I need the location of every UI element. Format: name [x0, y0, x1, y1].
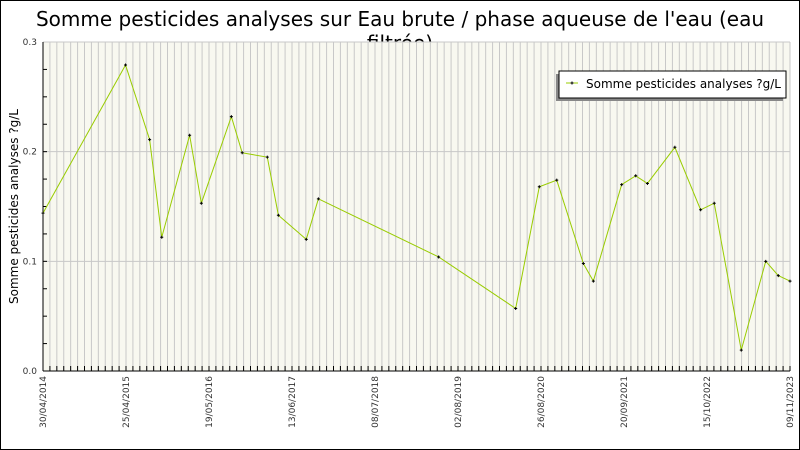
- data-point: [41, 211, 45, 215]
- x-tick-label: 08/07/2018: [371, 376, 381, 428]
- data-point: [634, 174, 638, 178]
- data-point: [437, 255, 441, 259]
- data-point: [712, 201, 716, 205]
- data-point: [265, 155, 269, 159]
- legend-point-marker: [570, 81, 574, 85]
- data-point: [764, 259, 768, 263]
- data-point: [620, 183, 624, 187]
- x-tick-label: 26/08/2020: [537, 376, 547, 428]
- y-tick-label: 0.1: [23, 257, 37, 267]
- legend: Somme pesticides analyses ?g/L: [556, 70, 787, 101]
- y-tick-label: 0.3: [23, 38, 37, 48]
- legend-label: Somme pesticides analyses ?g/L: [586, 77, 781, 91]
- data-point: [124, 63, 128, 67]
- y-tick-label: 0.0: [23, 367, 38, 377]
- x-tick-label: 25/04/2015: [122, 376, 132, 428]
- x-tick-label: 20/09/2021: [620, 376, 630, 428]
- data-point: [739, 348, 743, 352]
- data-point: [514, 306, 518, 310]
- data-point: [316, 197, 320, 201]
- data-point: [776, 274, 780, 278]
- data-point: [199, 201, 203, 205]
- data-point: [276, 213, 280, 217]
- data-point: [160, 235, 164, 239]
- y-axis-label: Somme pesticides analyses ?g/L: [7, 109, 21, 304]
- data-point: [555, 178, 559, 182]
- data-point: [581, 262, 585, 266]
- data-point: [591, 279, 595, 283]
- x-tick-label: 02/08/2019: [454, 376, 464, 428]
- data-point: [537, 185, 541, 189]
- x-tick-label: 30/04/2014: [39, 376, 49, 428]
- x-tick-label: 13/06/2017: [288, 376, 298, 428]
- data-point: [645, 181, 649, 185]
- data-point: [699, 208, 703, 212]
- x-tick-label: 15/10/2022: [703, 376, 713, 428]
- legend-box: [558, 70, 787, 99]
- series-line: [42, 63, 791, 351]
- data-point: [229, 115, 233, 119]
- data-point: [188, 133, 192, 137]
- data-point: [304, 237, 308, 241]
- x-tick-label: 09/11/2023: [786, 376, 796, 428]
- data-point: [673, 145, 677, 149]
- x-tick-label: 19/05/2016: [205, 376, 215, 428]
- y-tick-label: 0.2: [23, 148, 37, 158]
- data-point: [148, 138, 152, 142]
- data-point: [788, 279, 792, 283]
- data-point: [240, 151, 244, 155]
